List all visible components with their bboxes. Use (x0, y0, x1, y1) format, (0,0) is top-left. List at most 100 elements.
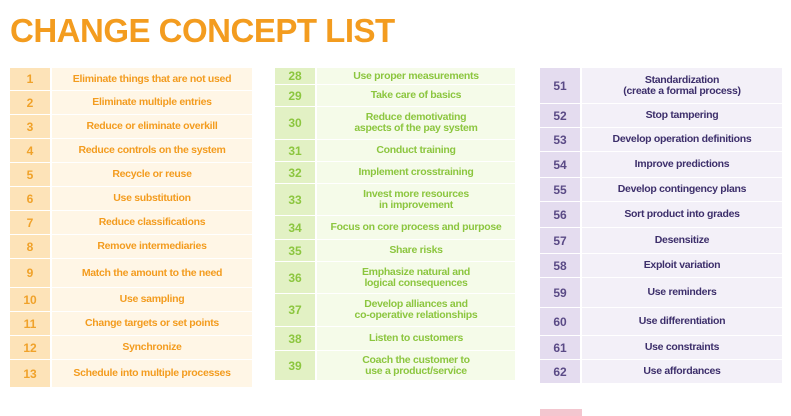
concept-text: Take care of basics (370, 89, 462, 101)
concept-number: 9 (10, 259, 52, 287)
concept-column-1: 1 Eliminate things that are not used 2 Elim… (10, 68, 252, 388)
concept-text: Reduce demotivating aspects of the pay sy… (354, 111, 478, 134)
concept-number: 52 (540, 104, 582, 127)
concept-number: 57 (540, 228, 582, 253)
concept-text: Use sampling (119, 293, 185, 305)
concept-text: Synchronize (122, 341, 182, 353)
concept-number: 39 (275, 351, 317, 380)
concept-number: 38 (275, 327, 317, 350)
concept-number: 55 (540, 178, 582, 201)
concept-row: 33 Invest more resources in improvement (275, 184, 515, 216)
concept-number: 2 (10, 91, 52, 114)
concept-row: 10 Use sampling (10, 288, 252, 312)
concept-text: Conduct training (376, 144, 456, 156)
concept-number: 8 (10, 235, 52, 258)
concept-row: 2 Eliminate multiple entries (10, 91, 252, 115)
concept-row: 36 Emphasize natural and logical consequen… (275, 262, 515, 294)
concept-row: 8 Remove intermediaries (10, 235, 252, 259)
concept-text: Reduce controls on the system (78, 144, 226, 156)
concept-number: 58 (540, 254, 582, 277)
concept-row: 56 Sort product into grades (540, 202, 782, 228)
concept-number: 33 (275, 184, 317, 215)
concept-number: 36 (275, 262, 317, 293)
concept-text: Sort product into grades (624, 208, 740, 220)
concept-number: 56 (540, 202, 582, 227)
concept-column-2: 28 Use proper measurements 29 Take care of … (275, 68, 515, 381)
concept-text: Eliminate multiple entries (92, 96, 212, 108)
concept-text: Develop contingency plans (617, 183, 747, 195)
concept-text: Coach the customer to use a product/servi… (362, 353, 470, 377)
concept-number: 1 (10, 68, 52, 90)
concept-text: Use substitution (113, 192, 191, 204)
concept-number: 59 (540, 278, 582, 307)
concept-text: Use constraints (644, 341, 720, 353)
concept-text: Recycle or reuse (112, 168, 192, 180)
concept-row: 11 Change targets or set points (10, 312, 252, 336)
concept-text: Use differentiation (638, 315, 726, 327)
concept-row: 9 Match the amount to the need (10, 259, 252, 288)
concept-row: 6 Use substitution (10, 187, 252, 211)
concept-row: 38 Listen to customers (275, 327, 515, 351)
concept-number: 37 (275, 294, 317, 326)
concept-number: 3 (10, 115, 52, 138)
concept-number: 29 (275, 85, 317, 106)
concept-number: 13 (10, 360, 52, 387)
concept-number: 62 (540, 360, 582, 383)
concept-row: 7 Reduce classifications (10, 211, 252, 235)
concept-text: Use proper measurements (353, 69, 479, 82)
concept-text: Implement crosstraining (358, 166, 474, 178)
concept-row: 55 Develop contingency plans (540, 178, 782, 202)
concept-text: Stop tampering (645, 109, 719, 121)
concept-number: 31 (275, 140, 317, 161)
concept-text: Desensitize (654, 234, 710, 246)
concept-number: 12 (10, 336, 52, 359)
concept-number: 51 (540, 68, 582, 103)
concept-number: 61 (540, 336, 582, 359)
concept-row: 51 Standardization (create a formal proces… (540, 68, 782, 104)
concept-number: 11 (10, 312, 52, 335)
concept-row: 53 Develop operation definitions (540, 128, 782, 152)
concept-row: 4 Reduce controls on the system (10, 139, 252, 163)
concept-text: Improve predictions (634, 158, 730, 170)
concept-number: 54 (540, 152, 582, 177)
concept-number: 60 (540, 308, 582, 335)
concept-row: 39 Coach the customer to use a product/ser… (275, 351, 515, 381)
concept-row: 13 Schedule into multiple processes (10, 360, 252, 388)
concept-row: 54 Improve predictions (540, 152, 782, 178)
concept-number: 4 (10, 139, 52, 162)
concept-row: 32 Implement crosstraining (275, 162, 515, 184)
concept-number: 34 (275, 216, 317, 239)
concept-text: Use reminders (647, 286, 717, 298)
concept-row: 52 Stop tampering (540, 104, 782, 128)
concept-column-3: 51 Standardization (create a formal proces… (540, 68, 782, 384)
concept-text: Match the amount to the need (81, 266, 223, 279)
concept-text: Develop operation definitions (612, 133, 752, 145)
concept-row: 35 Share risks (275, 240, 515, 262)
concept-row: 62 Use affordances (540, 360, 782, 384)
concept-text: Reduce or eliminate overkill (86, 120, 218, 132)
concept-row: 5 Recycle or reuse (10, 163, 252, 187)
concept-number: 6 (10, 187, 52, 210)
concept-row: 12 Synchronize (10, 336, 252, 360)
concept-row: 59 Use reminders (540, 278, 782, 308)
page-title: CHANGE CONCEPT LIST (10, 12, 395, 49)
concept-text: Remove intermediaries (97, 240, 207, 252)
concept-number: 35 (275, 240, 317, 261)
concept-text: Change targets or set points (85, 317, 219, 329)
concept-text: Use affordances (643, 365, 721, 377)
concept-row: 28 Use proper measurements (275, 68, 515, 85)
concept-row: 61 Use constraints (540, 336, 782, 360)
concept-number: 32 (275, 162, 317, 183)
concept-row: 58 Exploit variation (540, 254, 782, 278)
concept-number: 7 (10, 211, 52, 234)
concept-number: 30 (275, 107, 317, 139)
concept-row: 3 Reduce or eliminate overkill (10, 115, 252, 139)
concept-text: Reduce classifications (98, 216, 206, 228)
concept-number: 5 (10, 163, 52, 186)
concept-row: 37 Develop alliances and co-operative rela… (275, 294, 515, 327)
concept-row: 29 Take care of basics (275, 85, 515, 107)
concept-row: 1 Eliminate things that are not used (10, 68, 252, 91)
concept-text: Eliminate things that are not used (72, 72, 232, 85)
concept-text: Listen to customers (368, 332, 464, 344)
concept-number: 53 (540, 128, 582, 151)
